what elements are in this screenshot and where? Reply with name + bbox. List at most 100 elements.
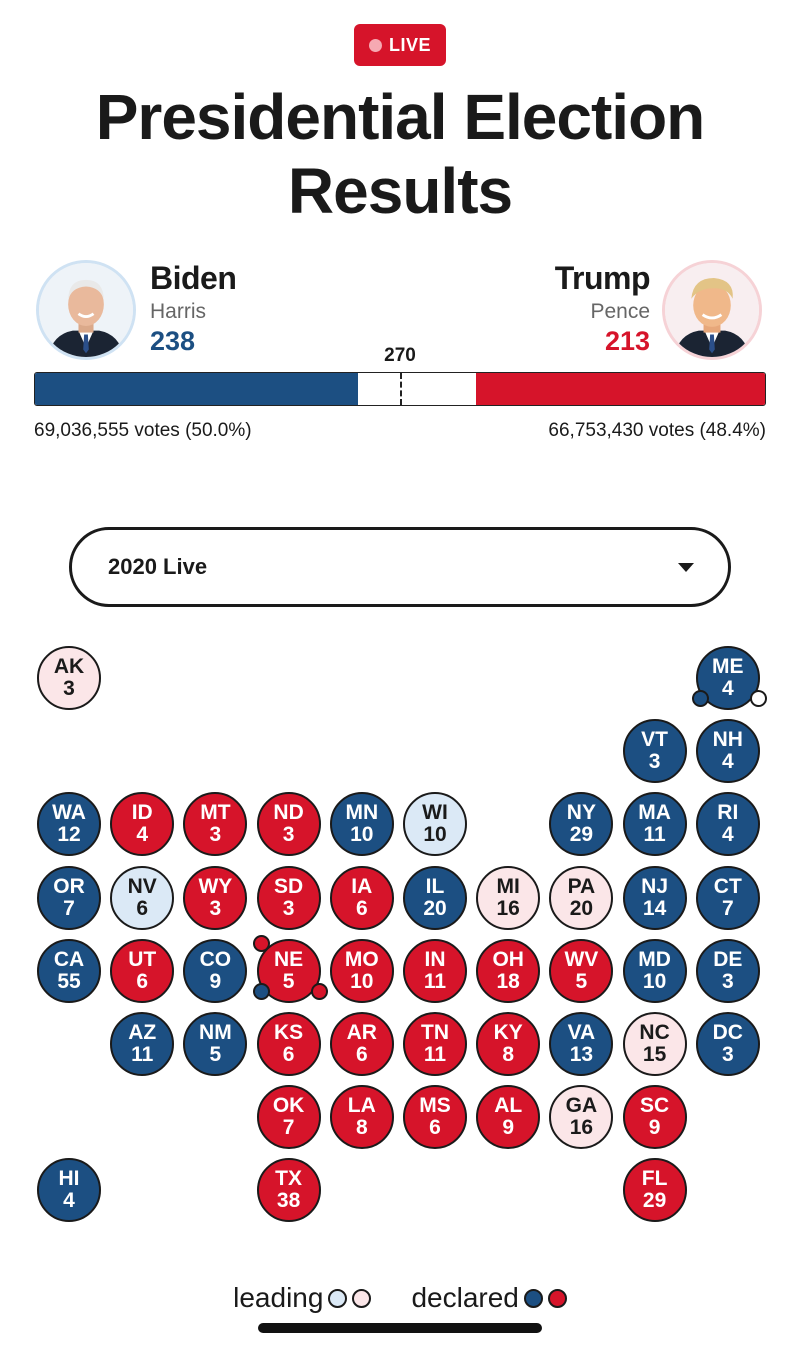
- state-tile-md[interactable]: MD 10: [622, 938, 687, 1003]
- state-abbr: TN: [421, 1021, 449, 1044]
- state-ev: 6: [355, 896, 368, 920]
- state-ev: 11: [131, 1043, 154, 1066]
- state-tile-nd[interactable]: ND 3: [256, 792, 321, 857]
- left-candidate-name: Biden: [150, 260, 237, 296]
- state-tile-vt[interactable]: VT 3: [622, 719, 687, 784]
- state-tile-sd[interactable]: SD 3: [256, 865, 321, 930]
- live-label: LIVE: [388, 34, 431, 55]
- right-electoral-votes: 213: [604, 326, 650, 356]
- state-ev: 4: [136, 823, 149, 847]
- state-tile-oh[interactable]: OH 18: [476, 938, 541, 1003]
- state-abbr: PA: [567, 874, 596, 898]
- state-ev: 9: [648, 1116, 661, 1140]
- state-ev: 38: [276, 1189, 301, 1213]
- state-tile-ms[interactable]: MS 6: [403, 1085, 467, 1150]
- state-ev: 16: [569, 1116, 594, 1140]
- state-ev: 16: [496, 896, 520, 920]
- state-abbr: OR: [53, 874, 85, 898]
- state-abbr: CT: [713, 874, 742, 898]
- state-tile-ak[interactable]: AK 3: [37, 646, 101, 710]
- state-tile-sc[interactable]: SC 9: [622, 1085, 687, 1150]
- state-tile-mi[interactable]: MI 16: [476, 865, 541, 930]
- state-tile-ca[interactable]: CA 55: [37, 938, 101, 1003]
- state-tile-wv[interactable]: WV 5: [549, 938, 614, 1003]
- state-tile-ri[interactable]: RI 4: [695, 792, 760, 857]
- state-tile-tx[interactable]: TX 38: [256, 1158, 321, 1223]
- state-ev: 55: [57, 969, 81, 993]
- state-tile-wy[interactable]: WY 3: [183, 865, 248, 930]
- state-tile-tn[interactable]: TN 11: [403, 1012, 467, 1076]
- state-tile-az[interactable]: AZ 11: [110, 1012, 175, 1076]
- state-tile-me[interactable]: ME 4: [691, 646, 767, 710]
- state-abbr: MO: [344, 947, 379, 971]
- state-tile-ut[interactable]: UT 6: [110, 938, 175, 1003]
- state-tile-hi[interactable]: HI 4: [37, 1158, 101, 1223]
- state-tile-ct[interactable]: CT 7: [695, 865, 760, 930]
- state-tile-or[interactable]: OR 7: [37, 865, 101, 930]
- state-abbr: DE: [713, 947, 743, 971]
- state-tile-ne[interactable]: NE 5: [252, 934, 328, 1003]
- state-ev: 4: [721, 750, 734, 774]
- state-tile-al[interactable]: AL 9: [476, 1085, 541, 1150]
- state-abbr: SD: [274, 874, 304, 898]
- state-tile-la[interactable]: LA 8: [329, 1085, 394, 1150]
- state-tile-mn[interactable]: MN 10: [329, 792, 394, 857]
- state-abbr: NJ: [641, 874, 669, 898]
- state-ev: 3: [721, 1043, 734, 1066]
- state-ev: 8: [355, 1116, 368, 1140]
- state-tile-nm[interactable]: NM 5: [183, 1012, 248, 1076]
- state-abbr: SC: [640, 1094, 670, 1118]
- state-tile-ny[interactable]: NY 29: [549, 792, 614, 857]
- state-abbr: AR: [346, 1021, 377, 1044]
- state-abbr: MN: [345, 801, 379, 825]
- state-abbr: TX: [275, 1167, 303, 1191]
- state-tile-ky[interactable]: KY 8: [476, 1012, 541, 1076]
- state-ev: 3: [648, 750, 661, 774]
- state-tile-il[interactable]: IL 20: [403, 865, 467, 930]
- state-tile-co[interactable]: CO 9: [183, 938, 248, 1003]
- state-abbr: NY: [566, 801, 596, 825]
- state-tile-nc[interactable]: NC 15: [622, 1012, 687, 1076]
- electoral-vote-bar: [34, 372, 766, 406]
- state-tile-mo[interactable]: MO 10: [329, 938, 394, 1003]
- legend-leading: leading: [233, 1282, 372, 1314]
- state-tile-in[interactable]: IN 11: [403, 938, 467, 1003]
- declared-blue-swatch-icon: [523, 1288, 543, 1308]
- state-abbr: MA: [638, 801, 671, 825]
- state-ev: 11: [423, 1043, 447, 1066]
- trump-avatar: [662, 260, 762, 360]
- year-select-dropdown[interactable]: 2020 Live: [69, 527, 731, 607]
- year-select-value: 2020 Live: [108, 554, 208, 579]
- state-tile-pa[interactable]: PA 20: [549, 865, 614, 930]
- state-tile-de[interactable]: DE 3: [695, 938, 760, 1003]
- state-abbr: IN: [424, 947, 446, 971]
- state-tile-nj[interactable]: NJ 14: [622, 865, 687, 930]
- state-tile-wa[interactable]: WA 12: [37, 792, 101, 857]
- state-abbr: IA: [351, 874, 373, 898]
- state-tile-wi[interactable]: WI 10: [403, 792, 467, 857]
- state-tile-ia[interactable]: IA 6: [329, 865, 394, 930]
- state-tile-ar[interactable]: AR 6: [329, 1012, 394, 1076]
- state-tile-ga[interactable]: GA 16: [549, 1085, 614, 1150]
- district-dot-icon: [749, 690, 767, 707]
- state-tile-va[interactable]: VA 13: [549, 1012, 614, 1076]
- state-abbr: NM: [199, 1021, 232, 1044]
- state-tile-id[interactable]: ID 4: [110, 792, 175, 857]
- state-ev: 4: [721, 677, 734, 700]
- state-tile-nv[interactable]: NV 6: [110, 865, 175, 930]
- state-tile-ma[interactable]: MA 11: [622, 792, 687, 857]
- state-ev: 3: [282, 823, 295, 847]
- state-tile-nh[interactable]: NH 4: [695, 719, 760, 784]
- right-running-mate: Pence: [590, 300, 650, 323]
- state-ev: 11: [643, 823, 666, 847]
- state-tile-fl[interactable]: FL 29: [622, 1158, 687, 1223]
- state-tile-dc[interactable]: DC 3: [695, 1012, 760, 1076]
- district-dot-icon: [252, 934, 270, 952]
- state-tile-ks[interactable]: KS 6: [256, 1012, 321, 1076]
- state-ev: 6: [429, 1116, 441, 1140]
- state-tile-mt[interactable]: MT 3: [183, 792, 248, 857]
- state-abbr: WA: [52, 801, 86, 825]
- state-tile-ok[interactable]: OK 7: [256, 1085, 321, 1150]
- home-indicator: [258, 1323, 542, 1333]
